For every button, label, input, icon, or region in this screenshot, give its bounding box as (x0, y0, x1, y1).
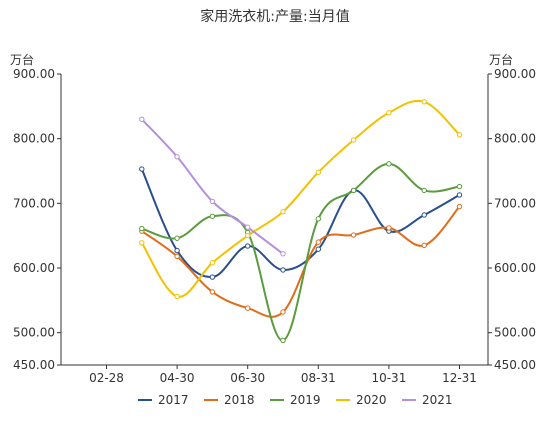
y-tick-label-right: 800.00 (494, 132, 536, 146)
series-line-2018 (141, 205, 461, 318)
y-unit-right: 万台 (489, 52, 513, 67)
legend-label-2018: 2018 (224, 393, 255, 407)
x-tick-label: 06-30 (230, 371, 265, 385)
data-point-2017 (421, 212, 427, 218)
data-point-2017 (139, 166, 145, 172)
data-point-2019 (350, 187, 357, 194)
data-point-2018 (174, 253, 180, 260)
data-point-2021 (245, 224, 251, 230)
data-point-2018 (386, 225, 392, 231)
y-tick-label-left: 600.00 (13, 261, 55, 275)
data-point-2019 (174, 235, 180, 241)
data-point-2020 (421, 99, 427, 105)
data-point-2017 (245, 243, 251, 249)
ticks-layer: 450.00 450.00 500.00 500.00 600.00 600.00 700.… (13, 67, 536, 385)
y-tick-label-right: 600.00 (494, 261, 536, 275)
y-tick-label-right: 900.00 (494, 67, 536, 81)
data-point-2021 (209, 198, 216, 205)
series-layer (139, 99, 463, 344)
series-line-2019 (141, 162, 460, 342)
data-point-2018 (456, 203, 463, 210)
data-point-2020 (139, 240, 145, 246)
data-point-2020 (245, 232, 251, 239)
y-tick-label-left: 800.00 (13, 132, 55, 146)
data-point-2019 (421, 187, 427, 194)
data-point-2018 (280, 309, 286, 315)
data-point-2020 (315, 169, 321, 175)
data-point-2017 (456, 192, 463, 198)
data-point-2018 (245, 305, 251, 311)
y-tick-label-right: 700.00 (494, 196, 536, 210)
y-tick-label-right: 500.00 (494, 326, 536, 340)
data-point-2018 (315, 239, 321, 245)
y-tick-label-right: 450.00 (494, 358, 536, 372)
data-point-2019 (386, 161, 392, 167)
legend-label-2021: 2021 (422, 393, 453, 407)
data-point-2020 (280, 209, 286, 215)
legend-label-2019: 2019 (290, 393, 321, 407)
legend: 2017 2018 2019 2020 2021 (138, 393, 453, 407)
y-tick-label-left: 500.00 (13, 326, 55, 340)
chart-title: 家用洗衣机:产量:当月值 (200, 8, 349, 25)
data-point-2017 (315, 246, 321, 252)
data-point-2021 (139, 116, 145, 122)
x-tick-label: 02-28 (89, 371, 124, 385)
x-tick-label: 12-31 (442, 371, 477, 385)
data-point-2019 (456, 183, 463, 190)
data-point-2021 (174, 154, 180, 160)
y-tick-label-left: 700.00 (13, 196, 55, 210)
data-point-2018 (350, 232, 357, 238)
data-point-2017 (174, 247, 180, 254)
legend-label-2017: 2017 (158, 393, 189, 407)
y-tick-label-left: 450.00 (13, 358, 55, 372)
series-line-2021 (141, 118, 284, 255)
series-line-2017 (140, 168, 460, 279)
data-point-2019 (139, 225, 145, 232)
x-tick-label: 10-31 (371, 371, 406, 385)
data-point-2018 (421, 242, 427, 249)
data-point-2017 (209, 274, 216, 280)
data-point-2018 (209, 289, 216, 295)
data-point-2020 (456, 132, 463, 138)
data-point-2019 (315, 216, 321, 222)
data-point-2020 (174, 293, 180, 300)
data-point-2020 (386, 110, 392, 116)
x-tick-label: 08-31 (301, 371, 336, 385)
y-tick-label-left: 900.00 (13, 67, 55, 81)
data-point-2019 (209, 213, 216, 219)
x-tick-label: 04-30 (160, 371, 195, 385)
series-line-2020 (140, 99, 461, 298)
y-unit-left: 万台 (10, 52, 34, 67)
data-point-2020 (209, 260, 216, 266)
legend-label-2020: 2020 (356, 393, 387, 407)
data-point-2020 (350, 137, 357, 143)
data-point-2017 (280, 267, 286, 273)
data-point-2021 (280, 251, 286, 257)
data-point-2019 (280, 337, 286, 344)
